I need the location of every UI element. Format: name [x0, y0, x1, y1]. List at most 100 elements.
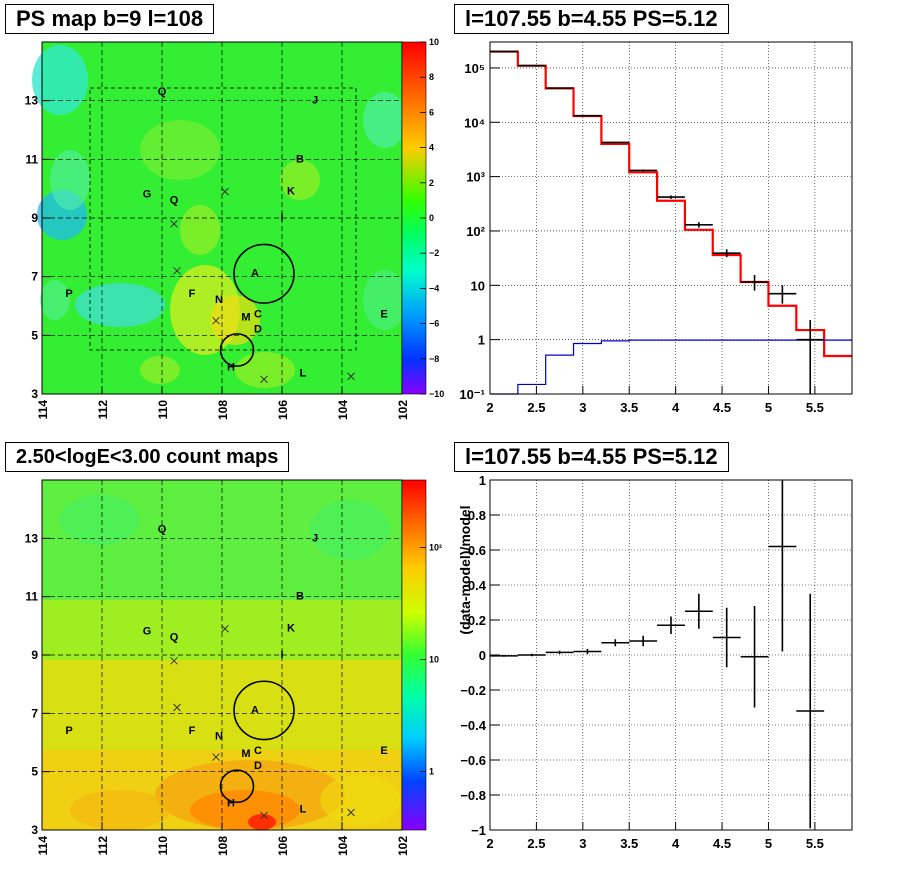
- residual-data-point: [573, 648, 602, 655]
- spectrum-panel: 2 2.5 3 3.5 4 4.5 5 5.5 10⁻¹ 1 10 10² 10³ 10⁴ 10⁵: [459, 41, 853, 415]
- map-source-label: G: [143, 188, 152, 200]
- spectrum-y-tick-label: 10: [471, 278, 485, 293]
- residual-y-tick-label: −1: [471, 823, 486, 838]
- map-source-label: E: [380, 745, 387, 757]
- residual-y-tick-label: −0.8: [460, 788, 486, 803]
- residual-y-tick-label: 0.2: [468, 613, 486, 628]
- spectrum-x-tick-label: 3: [579, 400, 586, 415]
- colorbar-tick-label: −2: [429, 248, 439, 258]
- map-source-label: L: [300, 804, 307, 816]
- residual-y-tick-label: 0.4: [468, 578, 487, 593]
- map-source-label: N: [215, 731, 223, 743]
- map-y-tick-label: 11: [25, 152, 38, 166]
- residual-data-point: [657, 616, 685, 634]
- map-source-label: H: [227, 362, 235, 374]
- spectrum-data-point: [573, 114, 602, 117]
- residual-data-point: [601, 639, 630, 647]
- spectrum-data-points: [490, 50, 825, 394]
- map-x-tick-label: 108: [216, 836, 230, 856]
- residual-y-tick-label: 0.6: [468, 543, 486, 558]
- spectrum-x-tick-label: 2: [486, 400, 493, 415]
- spectrum-y-tick-label: 10³: [466, 170, 485, 185]
- map-source-label: C: [254, 745, 262, 757]
- colorbar-tick-label: 8: [429, 72, 434, 82]
- residual-data-point: [517, 653, 546, 657]
- map-x-tick-label: 104: [336, 836, 350, 856]
- spectrum-data-point: [768, 285, 797, 304]
- map-x-tick-label: 114: [36, 400, 50, 420]
- map-cross-marker: [173, 703, 181, 712]
- map-source-label: G: [143, 626, 152, 638]
- colorbar-tick-label: 1: [429, 766, 434, 776]
- map-x-tick-label: 102: [396, 400, 410, 420]
- map-cross-marker: [221, 187, 229, 196]
- spectrum-y-axis: 10⁻¹ 1 10 10² 10³ 10⁴ 10⁵: [459, 61, 500, 402]
- map-source-label: Q: [158, 86, 167, 98]
- residual-x-tick-label: 2: [486, 836, 493, 851]
- map-x-tick-label: 114: [36, 836, 50, 856]
- residual-y-tick-label: −0.4: [460, 718, 486, 733]
- residual-data-point: [712, 607, 741, 668]
- colorbar-tick-label: −8: [429, 354, 439, 364]
- residual-x-tick-label: 5: [765, 836, 772, 851]
- map-cross-marker: [170, 220, 178, 228]
- spectrum-data-point: [740, 274, 769, 291]
- spectrum-x-tick-label: 2.5: [527, 400, 545, 415]
- ps-map-source-labels: Q J B K G Q I A P F N E M CD H L: [65, 86, 387, 380]
- map-cross-marker: [260, 811, 268, 820]
- ps-map-grid: [42, 42, 402, 394]
- spectrum-plot-area: [490, 42, 852, 394]
- ps-map-x-axis: 114 112 110 108 106 104 102: [36, 386, 410, 420]
- spectrum-data-point: [545, 87, 574, 89]
- residual-y-tick-label: 0.8: [468, 508, 486, 523]
- spectrum-x-axis: 2 2.5 3 3.5 4 4.5 5 5.5: [486, 386, 824, 415]
- residual-data-point: [545, 650, 574, 655]
- map-y-tick-label: 9: [31, 211, 38, 225]
- map-x-tick-label: 110: [156, 400, 170, 420]
- map-source-circle: [219, 769, 255, 804]
- colorbar-tick-label: 10: [429, 654, 439, 664]
- residual-x-tick-label: 3: [579, 836, 586, 851]
- spectrum-data-point: [629, 169, 658, 172]
- ps-map-roi-box: [89, 87, 357, 351]
- count-map-title: 2.50<logE<3.00 count maps: [5, 442, 290, 472]
- map-source-label: J: [312, 95, 318, 107]
- map-source-label: K: [287, 623, 295, 635]
- residual-y-tick-label: 1: [479, 473, 486, 488]
- map-source-label: P: [65, 288, 72, 300]
- residual-grid: [490, 480, 852, 830]
- map-source-label: H: [227, 798, 235, 810]
- colorbar-tick-label: −10: [429, 389, 444, 399]
- count-map-colorbar: [401, 479, 427, 831]
- map-source-label: F: [189, 725, 196, 737]
- map-y-tick-label: 5: [31, 328, 38, 342]
- map-cross-marker: [212, 753, 220, 761]
- count-map-source-labels: Q J B K G Q I A P F N E M CD H L: [65, 524, 387, 816]
- residual-title: l=107.55 b=4.55 PS=5.12: [454, 442, 729, 472]
- map-source-label: E: [380, 309, 387, 321]
- map-y-tick-label: 7: [31, 270, 38, 284]
- map-source-circle: [233, 243, 295, 304]
- spectrum-x-tick-label: 4: [672, 400, 680, 415]
- map-cross-marker: [212, 316, 220, 325]
- residual-y-tick-label: −0.2: [460, 683, 486, 698]
- model-source-line: [490, 339, 852, 395]
- map-cross-marker: [347, 372, 355, 381]
- map-source-label: B: [296, 153, 304, 165]
- map-x-tick-label: 106: [276, 400, 290, 420]
- colorbar-tick-label: 0: [429, 213, 434, 223]
- residual-x-tick-label: 4: [672, 836, 680, 851]
- map-y-tick-label: 13: [25, 531, 39, 545]
- spectrum-data-point: [657, 195, 685, 199]
- residual-y-tick-label: −0.6: [460, 753, 486, 768]
- map-x-tick-label: 110: [156, 836, 170, 856]
- map-x-tick-label: 108: [216, 400, 230, 420]
- spectrum-y-tick-label: 10²: [466, 224, 485, 239]
- map-source-label: A: [251, 268, 259, 280]
- residual-x-tick-label: 4.5: [713, 836, 731, 851]
- colorbar-tick-label: 6: [429, 107, 434, 117]
- residual-x-axis: 2 2.5 3 3.5 4 4.5 5 5.5: [486, 822, 824, 851]
- map-cross-marker: [170, 656, 178, 665]
